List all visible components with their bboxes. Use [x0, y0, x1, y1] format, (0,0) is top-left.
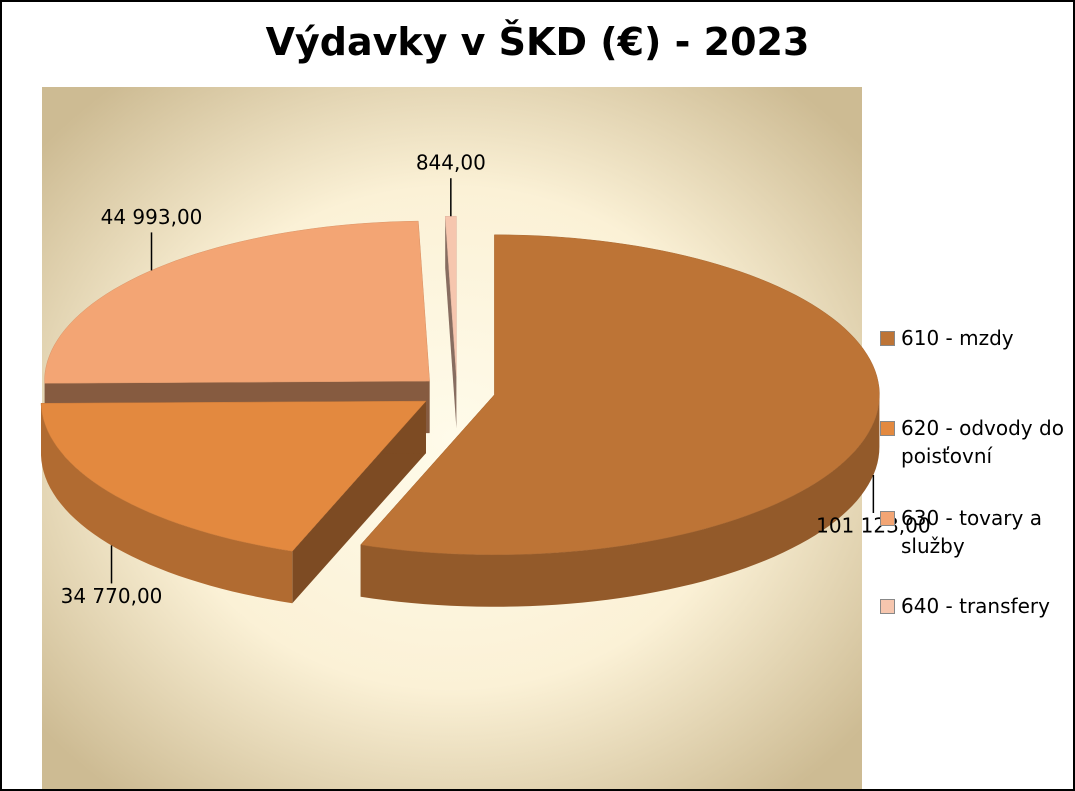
- slice: [360, 234, 880, 556]
- legend-item: 610 - mzdy: [880, 324, 1073, 352]
- legend-swatch: [880, 599, 895, 614]
- legend-label: 620 - odvody do poisťovní: [901, 416, 1064, 468]
- legend-label: 630 - tovary a služby: [901, 506, 1042, 558]
- legend-swatch: [880, 511, 895, 526]
- legend-item: 630 - tovary a služby: [880, 504, 1073, 560]
- slice: [40, 400, 427, 552]
- chart-title: Výdavky v ŠKD (€) - 2023: [265, 20, 810, 64]
- slice-side: [445, 216, 457, 429]
- legend-swatch: [880, 331, 895, 346]
- data-label: 101 123,00: [816, 514, 931, 538]
- legend-label: 610 - mzdy: [901, 326, 1014, 350]
- slice-side: [41, 403, 293, 604]
- legend-label: 640 - transfery: [901, 594, 1050, 618]
- data-label: 44 993,00: [101, 205, 203, 229]
- data-label: 844,00: [416, 151, 486, 175]
- legend-item: 620 - odvody do poisťovní: [880, 414, 1073, 470]
- slice-side: [360, 394, 880, 607]
- data-label: 34 770,00: [61, 584, 163, 608]
- legend-item: 640 - transfery: [880, 592, 1073, 620]
- legend-swatch: [880, 421, 895, 436]
